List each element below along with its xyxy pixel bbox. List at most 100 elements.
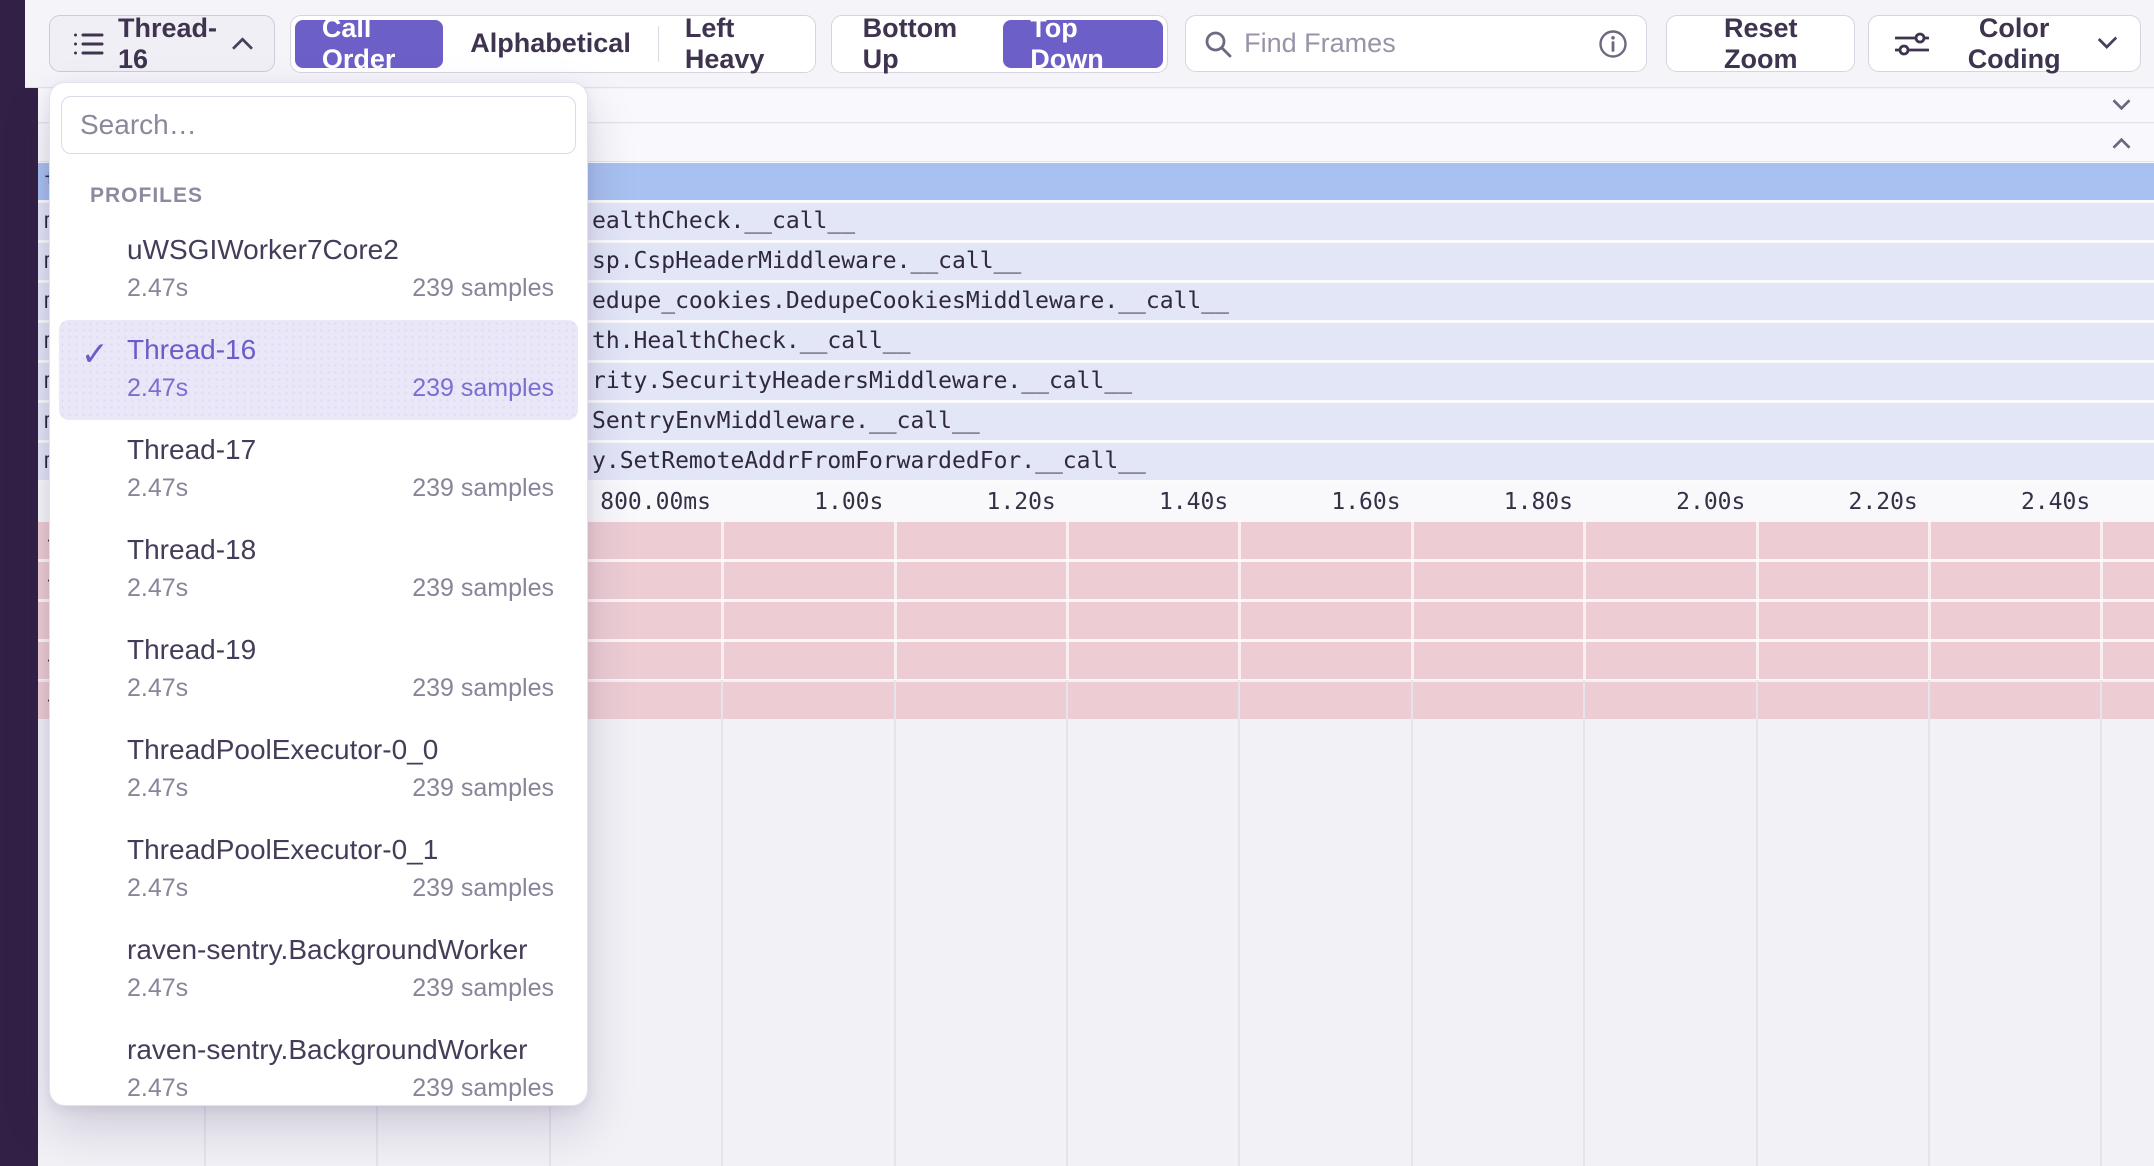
profile-duration: 2.47s xyxy=(127,274,189,302)
gridline xyxy=(1928,680,1930,1166)
profile-duration: 2.47s xyxy=(127,874,189,902)
gridline xyxy=(721,680,724,1166)
reset-zoom-button[interactable]: Reset Zoom xyxy=(1666,12,1856,74)
profile-sample-count: 239 samples xyxy=(412,374,554,402)
frame-label: ealthCheck.__call__ xyxy=(592,208,856,234)
profile-name: Thread-16 xyxy=(127,334,257,365)
sort-mode-alphabetical[interactable]: Alphabetical xyxy=(443,20,658,68)
toolbar: Thread-16 Call Order Alphabetical Left Hea… xyxy=(25,0,2154,88)
profile-meta: 2.47s 239 samples xyxy=(127,974,554,1003)
gridline xyxy=(1755,520,1759,680)
reset-zoom-label: Reset Zoom xyxy=(1723,12,1798,74)
check-icon: ✓ xyxy=(81,335,109,372)
profile-meta: 2.47s 239 samples xyxy=(127,774,554,803)
color-coding-button[interactable]: Color Coding xyxy=(1868,12,2141,74)
search-icon xyxy=(1204,30,1232,58)
thread-list-icon xyxy=(74,31,104,57)
profiles-search-input[interactable] xyxy=(61,96,576,154)
sort-mode-label: Alphabetical xyxy=(470,28,631,58)
frame-label: sp.CspHeaderMiddleware.__call__ xyxy=(592,248,1022,274)
chevron-down-icon xyxy=(2097,29,2118,50)
axis-tick-label: 1.00s xyxy=(814,489,884,515)
gridline xyxy=(1410,520,1414,680)
gridline xyxy=(2100,680,2103,1166)
gridline xyxy=(1583,520,1587,680)
profiles-dropdown: PROFILES ✓ uWSGIWorker7Core2 2.47s 239 samp… xyxy=(49,82,588,1106)
color-coding-label: Color Coding xyxy=(1967,12,2061,74)
gridline xyxy=(1238,520,1242,680)
profile-sample-count: 239 samples xyxy=(412,974,554,1002)
profile-name: uWSGIWorker7Core2 xyxy=(127,234,399,265)
profile-name: Thread-17 xyxy=(127,434,257,465)
profile-name: ThreadPoolExecutor-0_1 xyxy=(127,834,439,865)
profile-meta: 2.47s 239 samples xyxy=(127,874,554,903)
profile-sample-count: 239 samples xyxy=(412,274,554,302)
gridline xyxy=(1928,520,1931,680)
profile-name: Thread-18 xyxy=(127,534,257,565)
profile-meta: 2.47s 239 samples xyxy=(127,1074,554,1103)
axis-tick-label: 2.00s xyxy=(1676,489,1746,515)
frame-label: rity.SecurityHeadersMiddleware.__call__ xyxy=(592,368,1133,394)
profile-meta: 2.47s 239 samples xyxy=(127,674,554,703)
profile-meta: 2.47s 239 samples xyxy=(127,574,554,603)
profile-name: raven-sentry.BackgroundWorker xyxy=(127,1034,528,1065)
direction-mode-bottom-up[interactable]: Bottom Up xyxy=(836,13,1004,74)
profile-sample-count: 239 samples xyxy=(412,774,554,802)
frame-label: y.SetRemoteAddrFromForwardedFor.__call__ xyxy=(592,448,1146,474)
profile-sample-count: 239 samples xyxy=(412,574,554,602)
gridline xyxy=(1238,680,1241,1166)
axis-tick-label: 2.20s xyxy=(1848,489,1918,515)
profile-item[interactable]: ✓ Thread-16 2.47s 239 samples xyxy=(59,320,578,420)
sort-mode-label: Call Order xyxy=(321,12,396,74)
frame-label: th.HealthCheck.__call__ xyxy=(592,328,911,354)
sort-mode-left-heavy[interactable]: Left Heavy xyxy=(657,13,811,74)
thread-selector-label: Thread-16 xyxy=(118,12,218,74)
axis-tick-label: 1.40s xyxy=(1158,489,1229,515)
profile-duration: 2.47s xyxy=(127,474,189,502)
collapse-chevron-up-icon[interactable] xyxy=(2112,137,2131,156)
gridline xyxy=(1066,680,1068,1166)
profiles-section-label: PROFILES xyxy=(90,184,204,207)
profile-duration: 2.47s xyxy=(127,1074,189,1102)
sort-mode-call-order[interactable]: Call Order xyxy=(294,13,444,74)
find-frames-field[interactable] xyxy=(1185,15,1648,72)
profile-duration: 2.47s xyxy=(127,374,189,402)
chevron-up-icon xyxy=(231,37,253,59)
profile-duration: 2.47s xyxy=(127,574,189,602)
gridline xyxy=(1583,680,1586,1166)
frame-label: SentryEnvMiddleware.__call__ xyxy=(592,408,980,434)
axis-tick-label: 1.80s xyxy=(1503,489,1573,515)
axis-tick-label: 1.60s xyxy=(1331,489,1401,515)
find-frames-input[interactable] xyxy=(1244,28,1599,59)
direction-mode-top-down[interactable]: Top Down xyxy=(1003,13,1164,74)
info-icon[interactable] xyxy=(1598,29,1628,59)
profile-name: ThreadPoolExecutor-0_0 xyxy=(127,734,439,765)
profile-duration: 2.47s xyxy=(127,674,189,702)
profile-meta: 2.47s 239 samples xyxy=(127,274,554,303)
thread-selector-button[interactable]: Thread-16 xyxy=(49,12,275,74)
sliders-icon xyxy=(1895,30,1930,58)
profile-meta: 2.47s 239 samples xyxy=(127,374,554,403)
gridline xyxy=(1755,680,1758,1166)
direction-mode-label: Bottom Up xyxy=(862,12,958,74)
sort-mode-label: Left Heavy xyxy=(684,12,765,74)
sort-mode-group: Call Order Alphabetical Left Heavy xyxy=(289,13,816,74)
axis-tick-label: 1.20s xyxy=(986,489,1056,515)
profile-name: raven-sentry.BackgroundWorker xyxy=(127,934,528,965)
collapse-chevron-down-icon[interactable] xyxy=(2112,92,2131,111)
gridline xyxy=(2100,520,2104,680)
gridline xyxy=(1410,680,1413,1166)
profile-sample-count: 239 samples xyxy=(412,674,554,702)
profile-meta: 2.47s 239 samples xyxy=(127,474,554,503)
frame-label: edupe_cookies.DedupeCookiesMiddleware.__… xyxy=(592,288,1229,314)
